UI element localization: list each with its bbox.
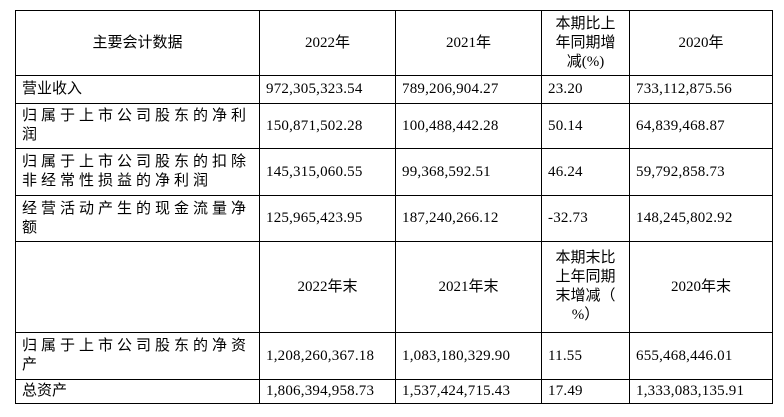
cell-2022-value: 972,305,323.54	[259, 75, 396, 104]
cell-2020-value: 1,333,083,135.91	[629, 379, 773, 404]
table-row-net-profit: 归属于上市公司股东的净利 润 150,871,502.28 100,488,44…	[15, 103, 773, 149]
col-header-2022: 2022年	[259, 10, 396, 76]
cell-2021-value: 187,240,266.12	[395, 195, 542, 242]
table-header-row-annual: 主要会计数据 2022年 2021年 本期比上 年同期增 减(%) 2020年	[15, 10, 773, 76]
cell-change-value: 23.20	[541, 75, 630, 104]
col-header-2020-end: 2020年末	[629, 241, 773, 333]
cell-2022-value: 145,315,060.55	[259, 148, 396, 196]
col-header-change-pct: 本期比上 年同期增 减(%)	[541, 10, 630, 76]
table-header-row-period-end: 2022年末 2021年末 本期末比 上年同期 末增减（ %） 2020年末	[15, 241, 773, 333]
table-row-net-assets: 归属于上市公司股东的净资 产 1,208,260,367.18 1,083,18…	[15, 332, 773, 380]
cell-change-value: -32.73	[541, 195, 630, 242]
col-header-main-data: 主要会计数据	[15, 10, 260, 76]
cell-2022-value: 150,871,502.28	[259, 103, 396, 149]
cell-2021-value: 1,537,424,715.43	[395, 379, 542, 404]
cell-2021-value: 99,368,592.51	[395, 148, 542, 196]
cell-2022-value: 125,965,423.95	[259, 195, 396, 242]
cell-2020-value: 733,112,875.56	[629, 75, 773, 104]
financial-summary-table: 主要会计数据 2022年 2021年 本期比上 年同期增 减(%) 2020年 …	[15, 10, 773, 404]
table-row-total-assets: 总资产 1,806,394,958.73 1,537,424,715.43 17…	[15, 379, 773, 404]
cell-2022-value: 1,806,394,958.73	[259, 379, 396, 404]
cell-2020-value: 148,245,802.92	[629, 195, 773, 242]
cell-2021-value: 789,206,904.27	[395, 75, 542, 104]
col-header-2021-end: 2021年末	[395, 241, 542, 333]
col-header-end-change-pct: 本期末比 上年同期 末增减（ %）	[541, 241, 630, 333]
cell-2020-value: 655,468,446.01	[629, 332, 773, 380]
table-row-revenue: 营业收入 972,305,323.54 789,206,904.27 23.20…	[15, 75, 773, 104]
row-label: 营业收入	[15, 75, 260, 104]
row-label: 归属于上市公司股东的扣除 非经常性损益的净利润	[15, 148, 260, 196]
col-header-2020: 2020年	[629, 10, 773, 76]
row-label: 总资产	[15, 379, 260, 404]
table-row-net-profit-excl-nonrecurring: 归属于上市公司股东的扣除 非经常性损益的净利润 145,315,060.55 9…	[15, 148, 773, 196]
row-label: 归属于上市公司股东的净资 产	[15, 332, 260, 380]
cell-change-value: 50.14	[541, 103, 630, 149]
cell-change-value: 46.24	[541, 148, 630, 196]
row-label: 经营活动产生的现金流量净 额	[15, 195, 260, 242]
table-row-operating-cash-flow: 经营活动产生的现金流量净 额 125,965,423.95 187,240,26…	[15, 195, 773, 242]
cell-2020-value: 64,839,468.87	[629, 103, 773, 149]
cell-change-value: 17.49	[541, 379, 630, 404]
cell-change-value: 11.55	[541, 332, 630, 380]
col-header-empty	[15, 241, 260, 333]
cell-2021-value: 1,083,180,329.90	[395, 332, 542, 380]
cell-2020-value: 59,792,858.73	[629, 148, 773, 196]
col-header-2022-end: 2022年末	[259, 241, 396, 333]
row-label: 归属于上市公司股东的净利 润	[15, 103, 260, 149]
cell-2021-value: 100,488,442.28	[395, 103, 542, 149]
cell-2022-value: 1,208,260,367.18	[259, 332, 396, 380]
col-header-2021: 2021年	[395, 10, 542, 76]
